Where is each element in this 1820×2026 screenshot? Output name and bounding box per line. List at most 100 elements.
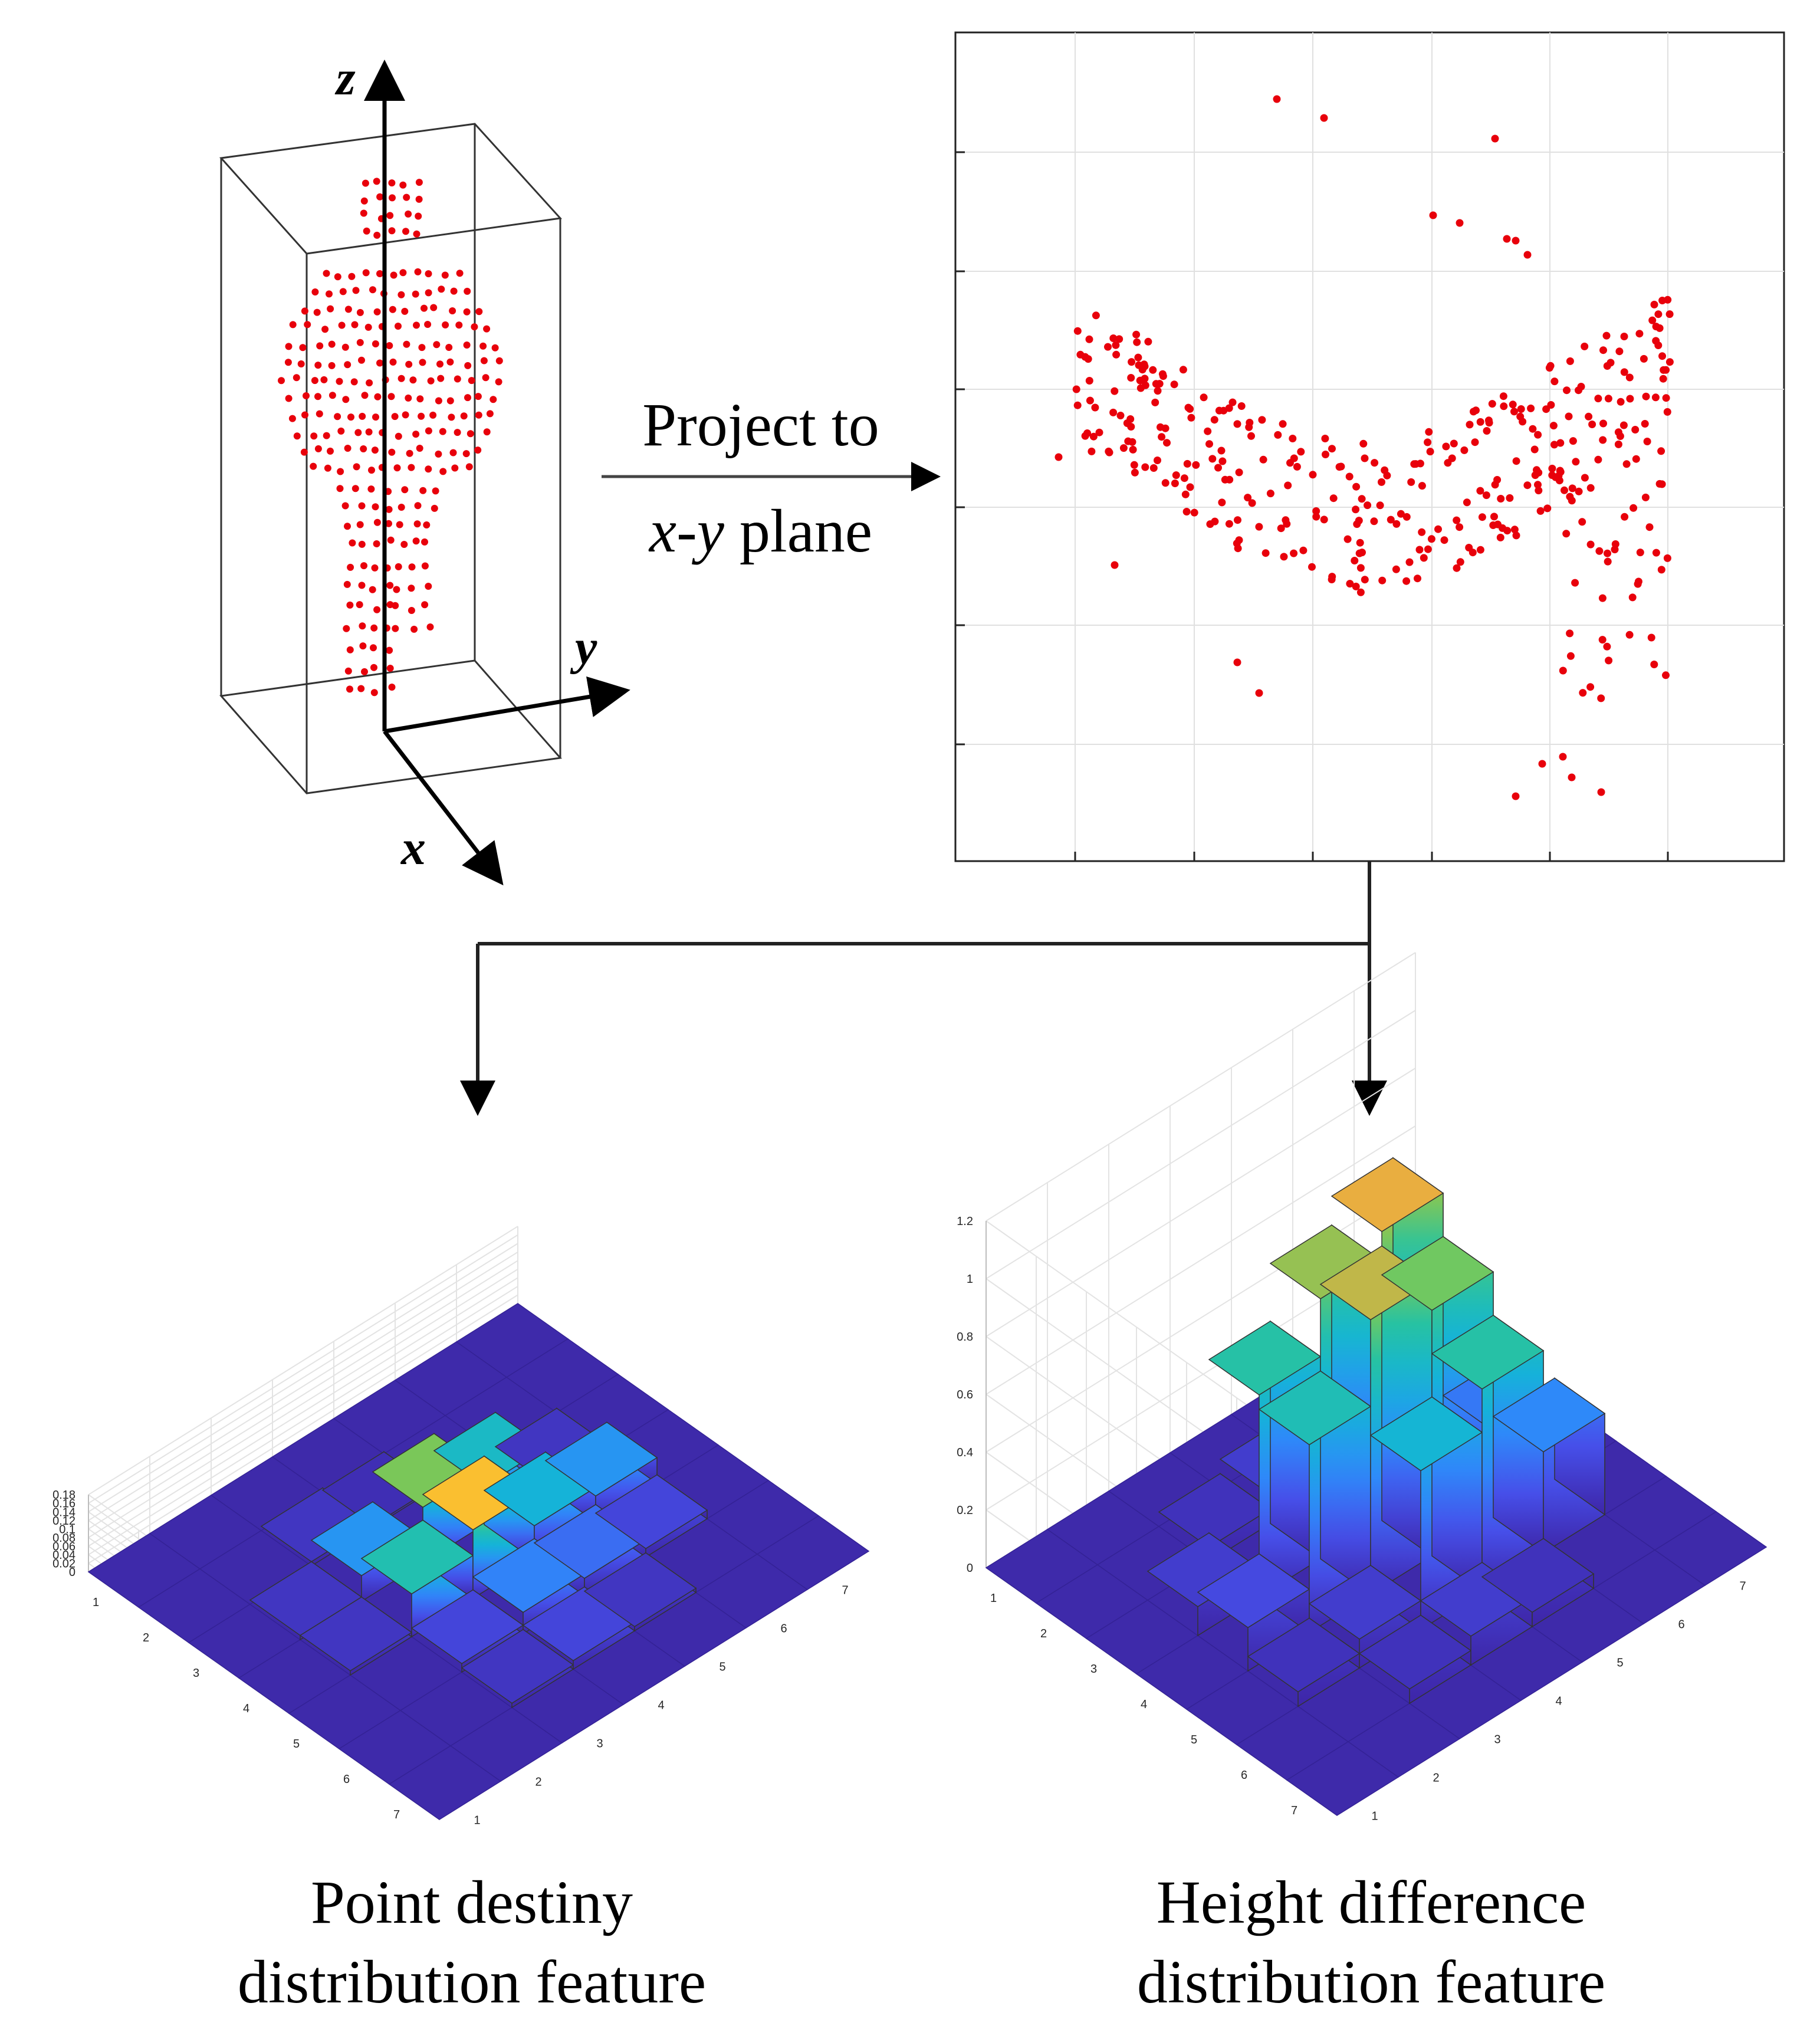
bar-4-2 bbox=[299, 1596, 413, 1676]
cloud-point bbox=[370, 644, 377, 652]
cloud-point bbox=[436, 360, 443, 368]
z-tick-label: 1 bbox=[967, 1273, 973, 1286]
scatter-point bbox=[1512, 531, 1520, 540]
floor-cell bbox=[756, 1515, 870, 1590]
cloud-point bbox=[408, 563, 416, 571]
scatter-point bbox=[1218, 457, 1227, 465]
cloud-point bbox=[301, 307, 308, 315]
cloud-point bbox=[360, 197, 368, 205]
scatter-point bbox=[1543, 504, 1552, 513]
scatter-point bbox=[1134, 353, 1142, 362]
cloud-point bbox=[342, 396, 350, 403]
scatter-point bbox=[1621, 513, 1629, 521]
scatter-point bbox=[1200, 393, 1208, 402]
cloud-point bbox=[285, 343, 293, 350]
cloud-point bbox=[328, 362, 336, 369]
scatter-point bbox=[1599, 436, 1607, 444]
scatter-point bbox=[1217, 446, 1226, 455]
cloud-point bbox=[403, 340, 410, 348]
bar-top-face bbox=[1381, 1236, 1494, 1311]
cloud-point bbox=[471, 323, 478, 331]
scatter-point bbox=[1171, 480, 1179, 487]
x-tick-label: 7 bbox=[1291, 1804, 1297, 1817]
z-axis-label: z bbox=[334, 51, 356, 106]
cloud-point bbox=[334, 273, 341, 281]
cloud-point bbox=[351, 321, 359, 329]
scatter-point bbox=[1662, 671, 1670, 679]
bar-4-6 bbox=[544, 1421, 658, 1523]
cloud-point bbox=[449, 449, 457, 457]
scatter-point bbox=[1440, 536, 1448, 544]
scatter-point bbox=[1662, 366, 1670, 374]
scatter-point bbox=[1343, 535, 1352, 543]
cloud-point bbox=[416, 445, 423, 452]
scatter-point bbox=[1359, 439, 1368, 448]
cloud-point bbox=[358, 502, 366, 510]
bar-top-face bbox=[594, 1474, 708, 1549]
scatter-point bbox=[1149, 366, 1157, 374]
scatter-point bbox=[1204, 427, 1212, 435]
scatter-point bbox=[1392, 520, 1401, 528]
cloud-point bbox=[341, 502, 349, 510]
scatter-point bbox=[1620, 368, 1628, 376]
scatter-point bbox=[1182, 508, 1191, 515]
cloud-point bbox=[369, 586, 376, 593]
cloud-point bbox=[304, 321, 311, 329]
scatter-point bbox=[1415, 546, 1424, 554]
scatter-point bbox=[1503, 235, 1511, 243]
scatter-point bbox=[1550, 377, 1559, 386]
captions: Point destiny distribution feature Heigh… bbox=[238, 1869, 1605, 2016]
cloud-point bbox=[425, 465, 432, 473]
scatter-point bbox=[1577, 383, 1585, 390]
scatter-point bbox=[1129, 445, 1137, 454]
scatter-point bbox=[1358, 495, 1366, 503]
scatter-point bbox=[1603, 642, 1611, 651]
scatter-point bbox=[1517, 405, 1525, 413]
scatter-point bbox=[1536, 507, 1545, 515]
cloud-point bbox=[316, 342, 324, 350]
bar-top-face bbox=[1431, 1315, 1545, 1390]
cloud-point bbox=[293, 432, 301, 440]
scatter-point bbox=[1312, 513, 1320, 521]
scatter-point bbox=[1289, 435, 1297, 442]
connector-arrows bbox=[460, 861, 1387, 1116]
cloud-point bbox=[328, 392, 336, 399]
scatter-point bbox=[1523, 481, 1532, 490]
cloud-point bbox=[460, 412, 468, 420]
cloud-point bbox=[392, 602, 399, 609]
cloud-point bbox=[426, 623, 434, 631]
scatter-point bbox=[1665, 358, 1674, 366]
cloud-point bbox=[454, 429, 461, 436]
cloud-point bbox=[347, 413, 354, 421]
scatter-point bbox=[1424, 545, 1432, 553]
wall-gridline bbox=[88, 1251, 518, 1521]
cloud-point bbox=[314, 393, 321, 400]
cloud-point bbox=[311, 377, 318, 385]
cloud-point bbox=[310, 432, 318, 440]
scatter-point bbox=[1356, 564, 1365, 572]
cloud-point bbox=[367, 485, 375, 493]
scatter-point bbox=[1128, 358, 1136, 366]
scatter-point bbox=[1277, 524, 1285, 533]
cloud-point bbox=[397, 375, 405, 382]
bar-top-face bbox=[583, 1552, 697, 1627]
scatter-point bbox=[1470, 408, 1477, 416]
z-tick-label: 0.2 bbox=[957, 1504, 973, 1517]
scatter-point bbox=[1321, 435, 1329, 442]
cloud-point bbox=[401, 307, 409, 315]
scatter-point bbox=[1328, 576, 1336, 583]
scatter-point bbox=[1602, 331, 1611, 340]
scatter-point bbox=[1258, 416, 1266, 424]
scatter-point bbox=[1616, 432, 1624, 440]
scatter-point bbox=[1187, 413, 1195, 422]
scatter-point bbox=[1625, 631, 1634, 639]
cloud-point bbox=[321, 326, 329, 333]
scatter-point bbox=[1402, 513, 1411, 521]
cloud-point bbox=[464, 394, 471, 402]
scatter-point bbox=[1245, 423, 1253, 431]
cloud-point bbox=[389, 194, 396, 202]
cloud-point bbox=[373, 231, 381, 239]
cloud-point bbox=[370, 689, 378, 697]
scatter-point bbox=[1619, 421, 1628, 429]
cloud-point bbox=[451, 464, 459, 472]
